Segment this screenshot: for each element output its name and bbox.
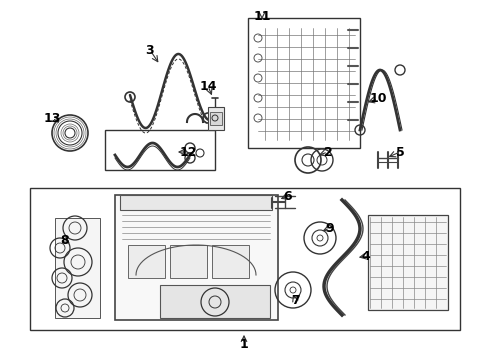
Bar <box>212 245 248 278</box>
Bar <box>115 195 278 320</box>
Text: 9: 9 <box>325 221 334 234</box>
Text: 8: 8 <box>61 234 69 247</box>
Bar <box>55 218 100 318</box>
Text: 11: 11 <box>253 9 270 22</box>
Text: 6: 6 <box>283 189 292 202</box>
Text: 7: 7 <box>290 293 299 306</box>
Bar <box>128 245 164 278</box>
Text: 10: 10 <box>368 93 386 105</box>
Bar <box>30 188 459 330</box>
Text: 3: 3 <box>145 44 154 57</box>
Bar <box>120 195 271 210</box>
Bar <box>160 285 269 318</box>
Text: 12: 12 <box>179 145 196 158</box>
Bar <box>207 107 224 130</box>
Text: 13: 13 <box>43 112 61 125</box>
Bar <box>170 245 206 278</box>
Bar <box>367 215 447 310</box>
Bar <box>209 112 222 125</box>
Bar <box>247 18 359 148</box>
Text: 5: 5 <box>395 145 404 158</box>
Text: 2: 2 <box>323 145 332 158</box>
Text: 1: 1 <box>239 338 248 351</box>
Text: 4: 4 <box>361 249 369 262</box>
Bar <box>105 130 215 170</box>
Text: 14: 14 <box>199 80 216 93</box>
